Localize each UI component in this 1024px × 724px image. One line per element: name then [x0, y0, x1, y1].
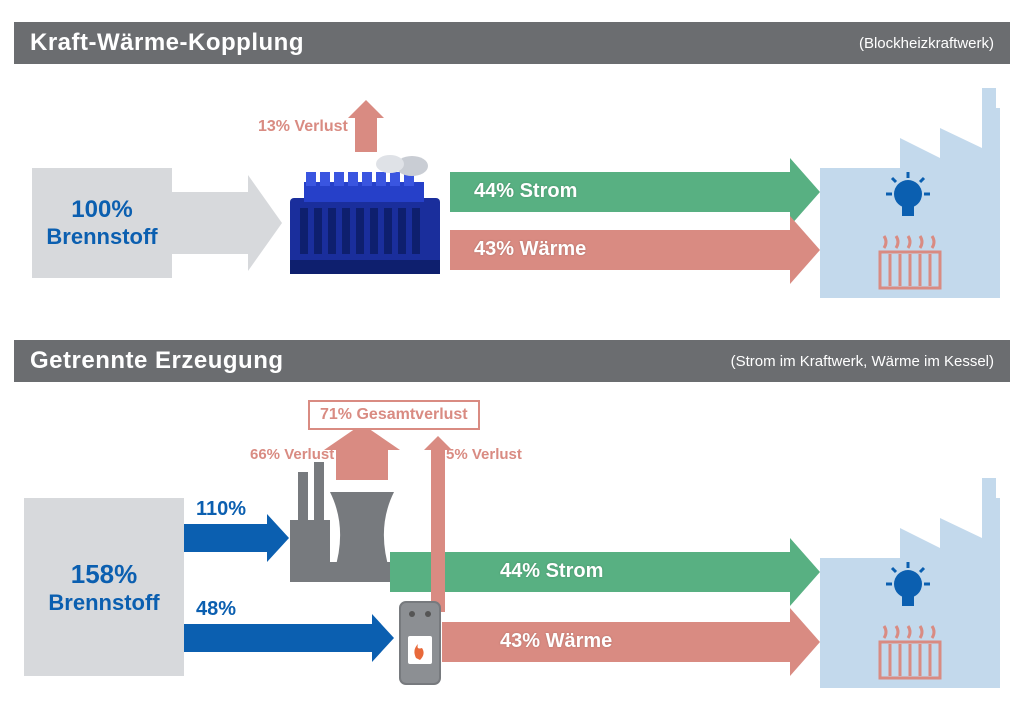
engine-icon — [282, 152, 452, 282]
arrow-loss-chp — [348, 100, 384, 152]
fuel-pct-chp: 100% — [71, 196, 132, 224]
arrow-loss-big — [324, 424, 400, 480]
loss-left-label: 66% Verlust — [250, 446, 334, 463]
header-title-chp: Kraft-Wärme-Kopplung — [30, 29, 304, 57]
total-loss-box: 71% Gesamtverlust — [308, 400, 480, 430]
arrow-waerme-chp — [450, 230, 820, 270]
arrow-split-bottom — [184, 624, 394, 652]
fuel-label-sep: Brennstoff — [48, 590, 159, 616]
power-plant-icon — [290, 462, 400, 582]
building-sep — [820, 478, 1000, 688]
fuel-label-chp: Brennstoff — [46, 224, 157, 250]
fuel-pct-sep: 158% — [71, 559, 138, 590]
arrow-fuel-in-chp — [172, 192, 282, 254]
arrow-strom-sep — [390, 552, 820, 592]
fuel-box-sep: 158% Brennstoff — [24, 498, 184, 676]
fuel-box-chp: 100% Brennstoff — [32, 168, 172, 278]
header-subtitle-sep: (Strom im Kraftwerk, Wärme im Kessel) — [731, 353, 994, 370]
split-bottom-pct: 48% — [196, 598, 236, 621]
split-top-pct: 110% — [196, 498, 246, 521]
header-chp: Kraft-Wärme-Kopplung (Blockheizkraftwerk… — [14, 22, 1010, 64]
arrow-strom-chp — [450, 172, 820, 212]
header-title-sep: Getrennte Erzeugung — [30, 347, 284, 375]
header-sep: Getrennte Erzeugung (Strom im Kraftwerk,… — [14, 340, 1010, 382]
loss-right-label: 5% Verlust — [446, 446, 522, 463]
header-subtitle-chp: (Blockheizkraftwerk) — [859, 35, 994, 52]
arrow-split-top — [184, 524, 289, 552]
loss-label-chp: 13% Verlust — [258, 118, 348, 136]
boiler-icon — [398, 600, 442, 686]
building-chp — [820, 88, 1000, 298]
arrow-waerme-sep — [442, 622, 820, 662]
